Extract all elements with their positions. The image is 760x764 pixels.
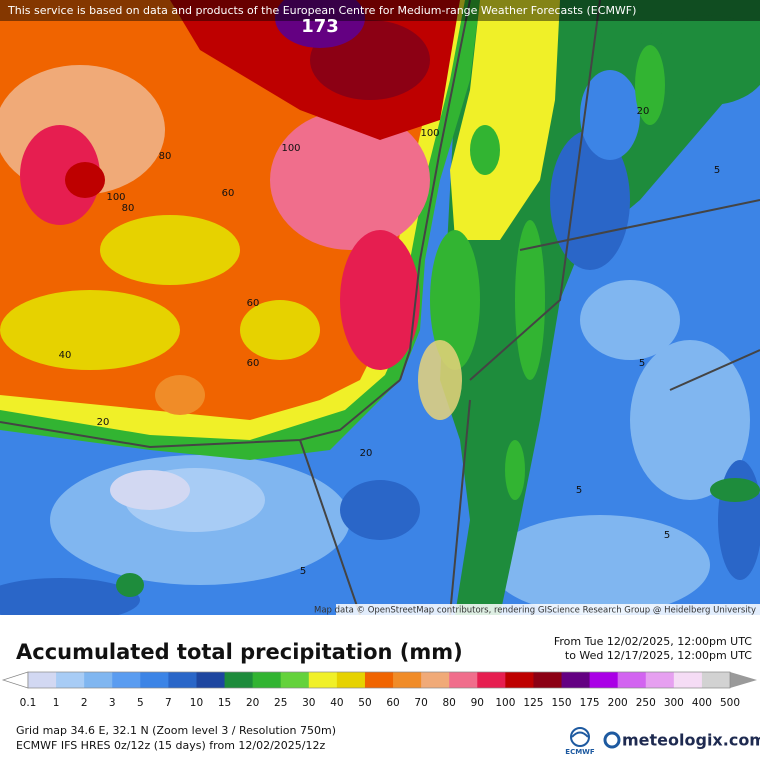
- colorbar-swatch: [421, 672, 450, 688]
- colorbar-label: 400: [692, 697, 712, 709]
- contour-label: 20: [97, 417, 110, 428]
- colorbar-swatch: [561, 672, 591, 688]
- colorbar-label: 175: [580, 697, 600, 709]
- colorbar-swatch: [673, 672, 703, 688]
- ecmwf-notice: This service is based on data and produc…: [7, 4, 636, 17]
- contour-label: 80: [159, 151, 172, 162]
- colorbar-swatch: [28, 672, 57, 688]
- contour-label: 100: [106, 192, 125, 203]
- colorbar-label: 20: [246, 697, 259, 709]
- colorbar-swatch: [449, 672, 478, 688]
- colorbar-swatch: [336, 672, 366, 688]
- contour-label: 5: [714, 165, 720, 176]
- colorbar-label: 60: [386, 697, 399, 709]
- colorbar-label: 500: [720, 697, 740, 709]
- contour-label: 20: [360, 448, 373, 459]
- colorbar-swatch: [280, 672, 310, 688]
- colorbar-swatch: [168, 672, 197, 688]
- legend-title: Accumulated total precipitation (mm): [16, 640, 463, 664]
- colorbar-swatch: [589, 672, 619, 688]
- colorbar-swatch: [701, 672, 731, 688]
- grid-info: Grid map 34.6 E, 32.1 N (Zoom level 3 / …: [16, 724, 336, 737]
- colorbar-high-arrow: [730, 672, 757, 688]
- colorbar-swatch: [393, 672, 422, 688]
- colorbar-label: 5: [137, 697, 144, 709]
- ecmwf-logo-text: ECMWF: [565, 748, 595, 756]
- colorbar-label: 40: [330, 697, 343, 709]
- colorbar-label: 100: [495, 697, 515, 709]
- colorbar-label: 50: [358, 697, 371, 709]
- contour-label: 5: [576, 485, 582, 496]
- colorbar-swatch: [533, 672, 563, 688]
- colorbar-label: 90: [471, 697, 484, 709]
- colorbar-label: 150: [551, 697, 571, 709]
- contour-label: 5: [639, 358, 645, 369]
- contour-label: 100: [281, 143, 300, 154]
- model-info: ECMWF IFS HRES 0z/12z (15 days) from 12/…: [16, 739, 326, 752]
- colorbar-swatch: [477, 672, 506, 688]
- contour-label: 40: [59, 350, 72, 361]
- colorbar-label: 3: [109, 697, 116, 709]
- colorbar-low-arrow: [1, 671, 29, 689]
- colorbar-label: 30: [302, 697, 315, 709]
- colorbar-frame: [27, 671, 731, 689]
- colorbar-swatch: [645, 672, 675, 688]
- period-from: From Tue 12/02/2025, 12:00pm UTC: [554, 635, 752, 648]
- contour-label: 80: [122, 203, 135, 214]
- colorbar-label: 1: [53, 697, 60, 709]
- colorbar-swatch: [364, 672, 394, 688]
- colorbar-swatch: [140, 672, 169, 688]
- contour-label: 100: [420, 128, 439, 139]
- precipitation-map[interactable]: This service is based on data and produc…: [0, 0, 760, 622]
- colorbar-label: 125: [523, 697, 543, 709]
- brand-text: meteologix.com: [622, 731, 760, 750]
- contour-label: 5: [300, 566, 306, 577]
- colorbar-swatch: [84, 672, 113, 688]
- colorbar-label: 0.1: [20, 697, 37, 709]
- colorbar-swatch: [505, 672, 534, 688]
- contour-label: 60: [247, 298, 260, 309]
- contour-label: 60: [222, 188, 235, 199]
- contour-label: 5: [664, 530, 670, 541]
- colorbar-label: 70: [414, 697, 427, 709]
- colorbar-label: 15: [218, 697, 231, 709]
- contour-label: 60: [247, 358, 260, 369]
- colorbar-label: 10: [190, 697, 203, 709]
- colorbar-label: 2: [81, 697, 88, 709]
- contour-label: 20: [637, 106, 650, 117]
- colorbar-swatch: [196, 672, 226, 688]
- map-attribution: Map data © OpenStreetMap contributors, r…: [314, 606, 756, 616]
- colorbar-swatch: [252, 672, 282, 688]
- colorbar-label: 200: [608, 697, 628, 709]
- colorbar-label: 25: [274, 697, 287, 709]
- colorbar: 0.1 1 2 3 5 7 10 15 20 25 30 40 50 60 70 80 90 100 125 150 1…: [1, 671, 757, 709]
- colorbar-swatch: [617, 672, 647, 688]
- colorbar-swatch: [112, 672, 141, 688]
- colorbar-label: 80: [443, 697, 456, 709]
- colorbar-label: 7: [165, 697, 172, 709]
- colorbar-swatch: [308, 672, 338, 688]
- ecmwf-logo[interactable]: ECMWF: [565, 727, 595, 756]
- colorbar-label: 250: [636, 697, 656, 709]
- meteologix-logo[interactable]: meteologix.com: [603, 731, 760, 750]
- colorbar-swatch: [224, 672, 254, 688]
- colorbar-label: 300: [664, 697, 684, 709]
- contour-label: 173: [301, 16, 339, 37]
- colorbar-swatch: [56, 672, 85, 688]
- period-to: to Wed 12/17/2025, 12:00pm UTC: [565, 649, 752, 662]
